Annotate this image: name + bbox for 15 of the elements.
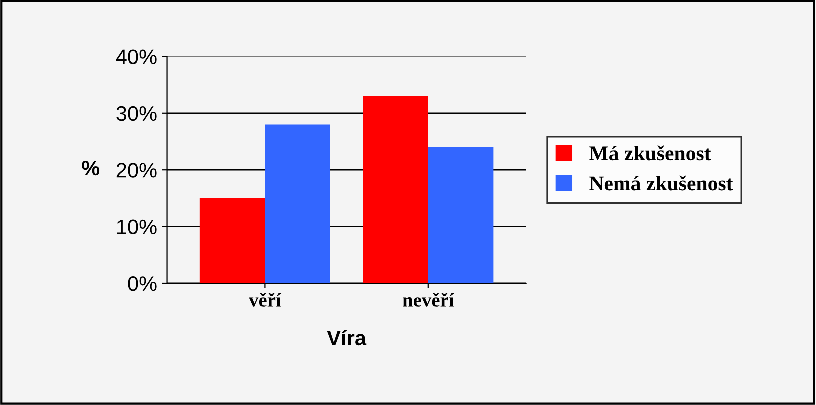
y-tick-label: 40% bbox=[116, 50, 157, 64]
legend-label: Má zkušenost bbox=[590, 146, 712, 161]
bar bbox=[200, 198, 266, 284]
x-axis-title: Víra bbox=[327, 330, 367, 346]
bar bbox=[428, 147, 494, 284]
y-tick-label: 30% bbox=[116, 106, 157, 122]
legend-label: Nemá zkušenost bbox=[590, 176, 734, 191]
y-tick-label: 20% bbox=[116, 163, 157, 178]
y-axis-title: % bbox=[82, 160, 100, 176]
y-tick-label: 10% bbox=[117, 220, 157, 235]
bar bbox=[363, 96, 428, 284]
bar bbox=[265, 124, 330, 284]
x-tick-label: věří bbox=[249, 293, 282, 307]
x-tick-label: nevěří bbox=[403, 293, 455, 307]
y-tick-label: 0% bbox=[128, 276, 157, 292]
